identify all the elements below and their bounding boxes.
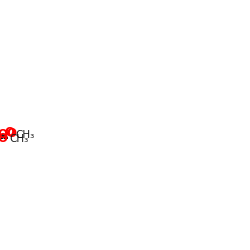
Text: CH₃: CH₃ (15, 130, 34, 140)
Text: O: O (7, 127, 17, 140)
Text: O: O (0, 128, 7, 141)
Text: O: O (5, 126, 15, 138)
Text: CH₃: CH₃ (10, 134, 29, 144)
Text: O: O (0, 132, 7, 145)
